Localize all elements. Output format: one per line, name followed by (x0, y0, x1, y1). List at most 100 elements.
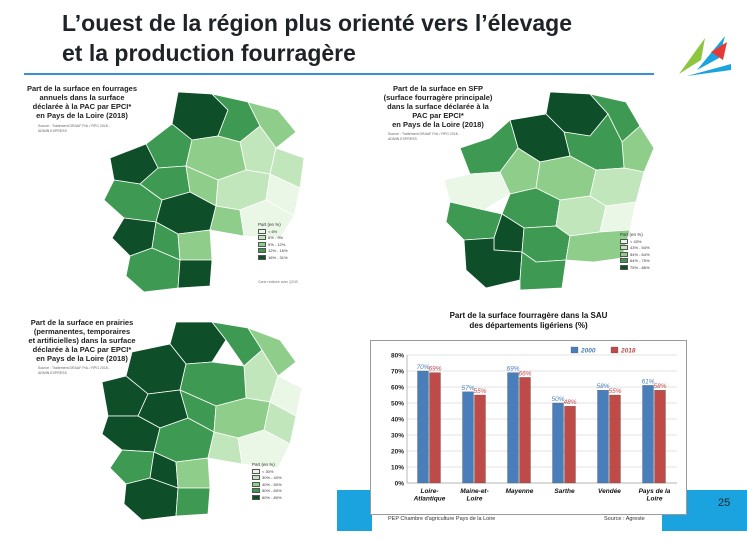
map2-legend: Part (en %) < 43% 43% - 54% 54% - 64% 64… (620, 232, 650, 271)
map1-caption-line: en Pays de la Loire (2018) (36, 111, 128, 120)
map2-caption-line: (surface fourragère principale) (383, 93, 493, 102)
map1-caption-line: déclarée à la PAC par EPCI* (32, 102, 132, 111)
chart-frame: 0% 10% 20% 30% 40% 50% 60% 70% 80% 70% 69% Loire- At… (370, 340, 687, 515)
map1-caption-line: Part de la surface en fourrages (26, 84, 138, 93)
y-tick-label: 0% (395, 481, 405, 488)
map3-caption-line: (permanentes, temporaires (33, 327, 131, 336)
legend-label: 54% - 64% (630, 251, 650, 257)
legend-swatch (258, 248, 266, 254)
y-tick-label: 40% (391, 417, 404, 424)
bar-chart: 0%10%20%30%40%50%60%70%80%70%69%Loire-At… (391, 346, 677, 503)
title-line-2: et la production fourragère (62, 40, 356, 66)
legend-label-2018: 2018 (620, 348, 636, 355)
legend-label: 75% - 86% (630, 264, 650, 270)
x-tick-label: Loire (647, 496, 663, 503)
footer-source-text: Source : Agreste (604, 516, 645, 522)
footer-left-text: PEP Chambre d'agriculture Pays de la Loi… (388, 516, 496, 522)
map3-caption-line: en Pays de la Loire (2018) (36, 354, 128, 363)
map1-legend-row: < 6% (258, 228, 288, 235)
map1-credit: Carte réalisée avec QGIS (258, 280, 298, 284)
map2-legend-title: Part (en %) (620, 232, 643, 237)
map2-legend-row: < 43% (620, 238, 650, 245)
data-label: 61% (641, 378, 654, 385)
legend-swatch (620, 258, 628, 264)
legend-swatch (258, 241, 266, 247)
bar-2018-5 (654, 390, 666, 484)
legend-label: < 43% (630, 238, 642, 244)
chart-title: Part de la surface fourragère dans la SA… (370, 311, 687, 331)
chart-title-line-1: Part de la surface fourragère dans la SA… (449, 311, 608, 320)
legend-swatch (252, 494, 260, 500)
map2-choropleth (443, 91, 655, 291)
map3-caption-line: Part de la surface en prairies (30, 318, 134, 327)
map2-source: Source : Traitement DRAAF PdL / RPG 2018… (388, 132, 460, 141)
map1-legend-row: 16% - 31% (258, 254, 288, 261)
map1-caption: Part de la surface en fourrages annuels … (18, 84, 146, 120)
map3-caption: Part de la surface en prairies (permanen… (18, 318, 146, 363)
y-tick-label: 10% (391, 465, 404, 472)
data-label: 48% (563, 399, 576, 406)
map1-legend-row: 12% - 16% (258, 248, 288, 255)
legend-swatch (258, 228, 266, 234)
map3-legend-row: 30% - 40% (252, 475, 282, 482)
map3-caption-line: et artificielles) dans la surface (28, 336, 136, 345)
data-label: 50% (551, 396, 564, 403)
x-tick-label: Atlantique (413, 496, 446, 503)
map1-legend: Part (en %) < 6% 6% - 9% 9% - 12% 12% - … (258, 222, 288, 261)
legend-swatch (252, 488, 260, 494)
data-label: 70% (416, 364, 429, 371)
map1-legend-title: Part (en %) (258, 222, 281, 227)
map1-legend-row: 9% - 12% (258, 241, 288, 248)
slide-title: L’ouest de la région plus orienté vers l… (62, 8, 682, 68)
legend-label: 12% - 16% (268, 248, 288, 254)
legend-label-2000: 2000 (580, 348, 596, 355)
legend-label: 64% - 75% (630, 258, 650, 264)
map3-legend-row: 60% - 80% (252, 494, 282, 501)
data-label: 58% (653, 383, 666, 390)
map1-caption-line: annuels dans la surface (39, 93, 125, 102)
page-number: 25 (718, 497, 731, 509)
data-label: 58% (596, 383, 609, 390)
legend-label: 6% - 9% (268, 235, 284, 241)
map2-caption: Part de la surface en SFP (surface fourr… (374, 84, 502, 129)
data-label: 66% (518, 370, 531, 377)
title-line-1: L’ouest de la région plus orienté vers l… (62, 10, 573, 36)
legend-swatch (620, 264, 628, 270)
bar-2000-2 (507, 372, 519, 484)
legend-label: 16% - 31% (268, 254, 288, 260)
x-tick-label: Pays de la (639, 488, 671, 495)
x-tick-label: Loire (467, 496, 483, 503)
map1-choropleth (103, 91, 305, 293)
map3-legend-row: < 30% (252, 468, 282, 475)
bar-2018-4 (609, 394, 621, 484)
legend-label: 60% - 80% (262, 494, 282, 500)
map2-caption-line: dans la surface déclarée à la (387, 102, 489, 111)
y-tick-label: 80% (391, 353, 404, 360)
legend-label: 43% - 54% (630, 245, 650, 251)
bar-2000-0 (417, 370, 429, 484)
bar-2000-3 (552, 402, 564, 484)
map2-legend-row: 75% - 86% (620, 264, 650, 271)
data-label: 55% (608, 388, 621, 395)
data-label: 69% (506, 366, 519, 373)
map2-caption-line: PAC par EPCI* (412, 111, 464, 120)
legend-label: 9% - 12% (268, 241, 286, 247)
map3-choropleth (101, 321, 303, 521)
legend-swatch (252, 475, 260, 481)
legend-swatch (620, 251, 628, 257)
map3-legend: Part (en %) < 30% 30% - 40% 40% - 50% 50… (252, 462, 282, 501)
bar-2018-1 (474, 394, 486, 484)
legend-swatch-2000 (570, 346, 579, 354)
chart-title-line-2: des départements ligériens (%) (469, 321, 588, 330)
chamber-logo-icon (679, 36, 731, 76)
bar-2018-0 (429, 372, 441, 484)
x-tick-label: Maine-et- (460, 488, 489, 495)
legend-swatch (252, 481, 260, 487)
map2-legend-row: 43% - 54% (620, 245, 650, 252)
legend-swatch (620, 238, 628, 244)
map1-source: Source : Traitement DRAAF PdL / RPG 2018… (38, 124, 110, 133)
bar-2018-2 (519, 377, 531, 484)
map2-legend-row: 64% - 75% (620, 258, 650, 265)
bar-2000-5 (642, 385, 654, 484)
legend-label: 50% - 60% (262, 488, 282, 494)
